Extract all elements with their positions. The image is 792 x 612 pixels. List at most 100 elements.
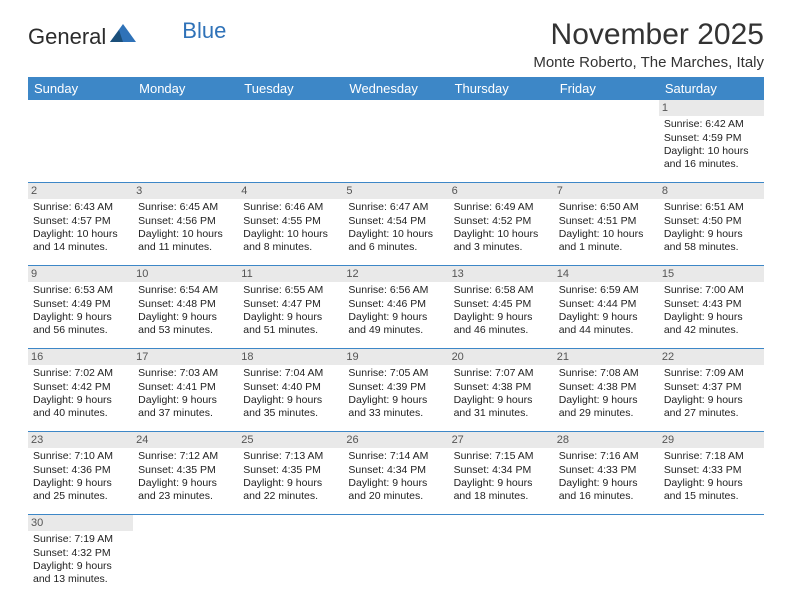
day-number: 20 — [449, 349, 554, 365]
calendar-day-empty — [28, 100, 133, 183]
day-sunset: Sunset: 4:35 PM — [138, 464, 233, 477]
day-number: 7 — [554, 183, 659, 199]
day-sunrise: Sunrise: 6:47 AM — [348, 201, 443, 214]
weekday-header: Saturday — [659, 77, 764, 100]
day-sunset: Sunset: 4:37 PM — [664, 381, 759, 394]
day-daylight: Daylight: 9 hours and 49 minutes. — [348, 311, 443, 338]
day-number: 19 — [343, 349, 448, 365]
day-sunset: Sunset: 4:44 PM — [559, 298, 654, 311]
day-number: 18 — [238, 349, 343, 365]
day-daylight: Daylight: 9 hours and 15 minutes. — [664, 477, 759, 504]
day-number: 13 — [449, 266, 554, 282]
day-daylight: Daylight: 9 hours and 31 minutes. — [454, 394, 549, 421]
day-sunset: Sunset: 4:57 PM — [33, 215, 128, 228]
day-daylight: Daylight: 9 hours and 20 minutes. — [348, 477, 443, 504]
calendar-day-empty — [343, 515, 448, 598]
day-sunset: Sunset: 4:39 PM — [348, 381, 443, 394]
calendar-day: 15Sunrise: 7:00 AMSunset: 4:43 PMDayligh… — [659, 266, 764, 349]
logo: General Blue — [28, 18, 226, 50]
weekday-header: Tuesday — [238, 77, 343, 100]
calendar-day: 26 Sunrise: 7:14 AMSunset: 4:34 PMDayligh… — [343, 432, 448, 515]
day-number: 4 — [238, 183, 343, 199]
day-number: 16 — [28, 349, 133, 365]
day-daylight: Daylight: 9 hours and 46 minutes. — [454, 311, 549, 338]
calendar-body: 1Sunrise: 6:42 AMSunset: 4:59 PMDaylight… — [28, 100, 764, 597]
day-number: 30 — [28, 515, 133, 531]
day-number: 2 — [28, 183, 133, 199]
day-daylight: Daylight: 10 hours and 8 minutes. — [243, 228, 338, 255]
calendar-day-empty — [343, 100, 448, 183]
day-sunset: Sunset: 4:38 PM — [454, 381, 549, 394]
day-number: 6 — [449, 183, 554, 199]
day-sunrise: Sunrise: 7:02 AM — [33, 367, 128, 380]
calendar-table: SundayMondayTuesdayWednesdayThursdayFrid… — [28, 77, 764, 597]
day-number: 28 — [554, 432, 659, 448]
day-sunset: Sunset: 4:46 PM — [348, 298, 443, 311]
calendar-day: 24Sunrise: 7:12 AMSunset: 4:35 PMDayligh… — [133, 432, 238, 515]
day-sunset: Sunset: 4:47 PM — [243, 298, 338, 311]
calendar-day: 6Sunrise: 6:49 AMSunset: 4:52 PMDaylight… — [449, 183, 554, 266]
day-sunrise: Sunrise: 7:00 AM — [664, 284, 759, 297]
logo-word-2: Blue — [182, 18, 226, 44]
day-sunrise: Sunrise: 6:55 AM — [243, 284, 338, 297]
day-daylight: Daylight: 9 hours and 56 minutes. — [33, 311, 128, 338]
day-sunset: Sunset: 4:41 PM — [138, 381, 233, 394]
calendar-day: 28Sunrise: 7:16 AMSunset: 4:33 PMDayligh… — [554, 432, 659, 515]
day-sunset: Sunset: 4:34 PM — [454, 464, 549, 477]
day-sunrise: Sunrise: 7:13 AM — [243, 450, 338, 463]
calendar-day: 13Sunrise: 6:58 AMSunset: 4:45 PMDayligh… — [449, 266, 554, 349]
day-sunrise: Sunrise: 7:16 AM — [559, 450, 654, 463]
calendar-day: 19Sunrise: 7:05 AMSunset: 4:39 PMDayligh… — [343, 349, 448, 432]
day-daylight: Daylight: 9 hours and 44 minutes. — [559, 311, 654, 338]
day-daylight: Daylight: 10 hours and 1 minute. — [559, 228, 654, 255]
day-sunrise: Sunrise: 7:12 AM — [138, 450, 233, 463]
calendar-week: 2 Sunrise: 6:43 AMSunset: 4:57 PM Daylight… — [28, 183, 764, 266]
day-daylight: Daylight: 9 hours and 16 minutes. — [559, 477, 654, 504]
day-number: 10 — [133, 266, 238, 282]
day-sunset: Sunset: 4:45 PM — [454, 298, 549, 311]
day-sunrise: Sunrise: 6:53 AM — [33, 284, 128, 297]
calendar-day: 9Sunrise: 6:53 AMSunset: 4:49 PMDaylight… — [28, 266, 133, 349]
day-sunrise: Sunrise: 7:03 AM — [138, 367, 233, 380]
day-sunset: Sunset: 4:49 PM — [33, 298, 128, 311]
day-sunrise: Sunrise: 6:50 AM — [559, 201, 654, 214]
day-sunset: Sunset: 4:36 PM — [33, 464, 128, 477]
calendar-day: 14Sunrise: 6:59 AMSunset: 4:44 PMDayligh… — [554, 266, 659, 349]
calendar-page: General Blue November 2025 Monte Roberto… — [0, 0, 792, 597]
calendar-day: 8Sunrise: 6:51 AMSunset: 4:50 PMDaylight… — [659, 183, 764, 266]
day-daylight: Daylight: 9 hours and 22 minutes. — [243, 477, 338, 504]
day-sunrise: Sunrise: 6:54 AM — [138, 284, 233, 297]
day-daylight: Daylight: 9 hours and 23 minutes. — [138, 477, 233, 504]
header-bar: General Blue November 2025 Monte Roberto… — [28, 18, 764, 71]
calendar-day: 23Sunrise: 7:10 AMSunset: 4:36 PMDayligh… — [28, 432, 133, 515]
day-number: 8 — [659, 183, 764, 199]
day-sunset: Sunset: 4:54 PM — [348, 215, 443, 228]
calendar-day: 22Sunrise: 7:09 AMSunset: 4:37 PMDayligh… — [659, 349, 764, 432]
day-sunrise: Sunrise: 6:59 AM — [559, 284, 654, 297]
day-daylight: Daylight: 9 hours and 18 minutes. — [454, 477, 549, 504]
day-number: 26 — [343, 432, 448, 448]
calendar-day: 4 Sunrise: 6:46 AMSunset: 4:55 PMDaylight… — [238, 183, 343, 266]
calendar-day-empty — [449, 515, 554, 598]
day-sunset: Sunset: 4:55 PM — [243, 215, 338, 228]
day-daylight: Daylight: 10 hours and 3 minutes. — [454, 228, 549, 255]
day-sunrise: Sunrise: 6:43 AM — [33, 201, 128, 214]
day-sunset: Sunset: 4:33 PM — [664, 464, 759, 477]
day-daylight: Daylight: 9 hours and 27 minutes. — [664, 394, 759, 421]
calendar-day: 21Sunrise: 7:08 AMSunset: 4:38 PMDayligh… — [554, 349, 659, 432]
day-sunrise: Sunrise: 6:46 AM — [243, 201, 338, 214]
day-sunset: Sunset: 4:32 PM — [33, 547, 128, 560]
day-sunset: Sunset: 4:38 PM — [559, 381, 654, 394]
day-sunrise: Sunrise: 7:14 AM — [348, 450, 443, 463]
calendar-day: 29Sunrise: 7:18 AMSunset: 4:33 PMDayligh… — [659, 432, 764, 515]
day-number: 12 — [343, 266, 448, 282]
page-subtitle: Monte Roberto, The Marches, Italy — [533, 54, 764, 71]
day-sunset: Sunset: 4:50 PM — [664, 215, 759, 228]
calendar-week: 23Sunrise: 7:10 AMSunset: 4:36 PMDayligh… — [28, 432, 764, 515]
day-daylight: Daylight: 9 hours and 40 minutes. — [33, 394, 128, 421]
day-daylight: Daylight: 10 hours and 11 minutes. — [138, 228, 233, 255]
day-sunset: Sunset: 4:34 PM — [348, 464, 443, 477]
day-daylight: Daylight: 10 hours and 6 minutes. — [348, 228, 443, 255]
logo-mark-icon — [110, 24, 136, 47]
day-daylight: Daylight: 9 hours and 33 minutes. — [348, 394, 443, 421]
